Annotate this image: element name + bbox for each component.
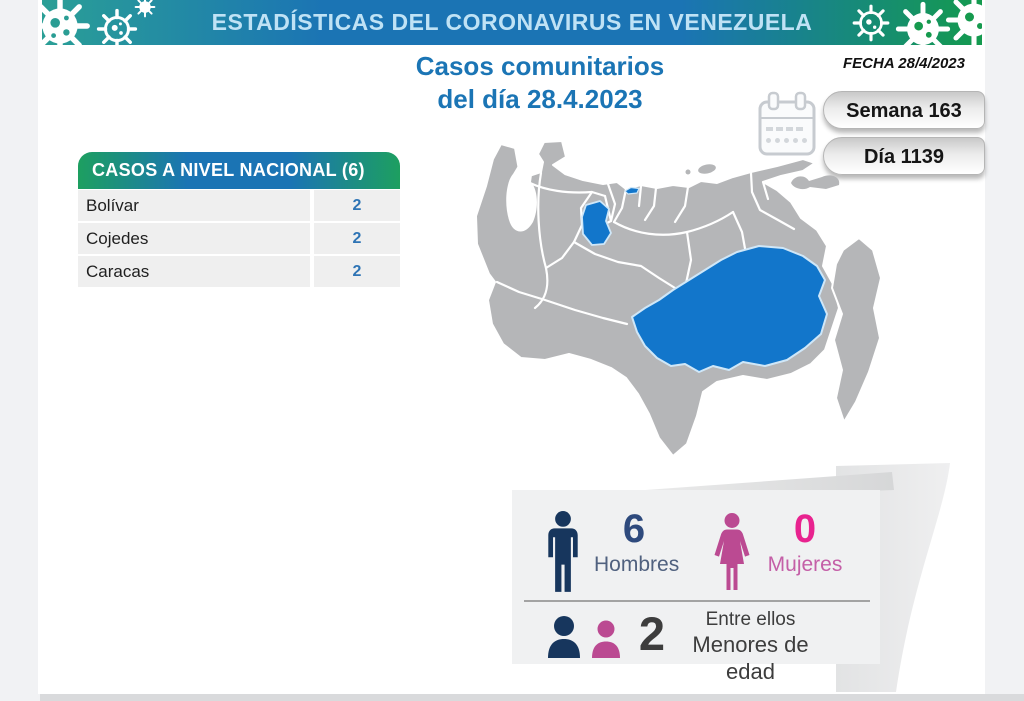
state-value: 2 (314, 190, 400, 221)
minors-icons (548, 616, 620, 658)
virus-icon (895, 1, 951, 45)
state-name: Bolívar (78, 190, 310, 221)
lake-maracaibo (506, 164, 537, 232)
minors-line2: Menores de edad (692, 632, 809, 684)
top-banner: ESTADÍSTICAS DEL CORONAVIRUS EN VENEZUEL… (42, 0, 982, 45)
man-icon (548, 511, 578, 592)
semana-badge: Semana 163 (823, 91, 985, 129)
panel-backdrop (512, 463, 950, 692)
map-mainland (475, 140, 840, 457)
minors-line1: Entre ellos (705, 609, 796, 630)
bottom-edge-strip (40, 694, 1024, 701)
map-esequibo (831, 237, 882, 423)
island (685, 169, 691, 175)
cases-table-header: CASOS A NIVEL NACIONAL (6) (78, 152, 400, 189)
cases-table-rows: Bolívar 2 Cojedes 2 Caracas 2 (78, 190, 400, 287)
mujeres-value: 0 (793, 507, 817, 551)
virus-icon (945, 0, 982, 45)
page-title-line1: Casos comunitarios (415, 51, 665, 81)
content-area: ESTADÍSTICAS DEL CORONAVIRUS EN VENEZUEL… (38, 0, 985, 694)
woman-icon (714, 513, 750, 590)
map-state-caracas (624, 186, 640, 195)
banner-title: ESTADÍSTICAS DEL CORONAVIRUS EN VENEZUEL… (211, 9, 813, 35)
island (698, 164, 716, 174)
state-name: Caracas (78, 256, 310, 287)
dia-badge: Día 1139 (823, 137, 985, 175)
venezuela-map (475, 140, 882, 457)
virus-icon (96, 8, 138, 45)
table-row: Caracas 2 (78, 256, 400, 287)
state-name: Cojedes (78, 223, 310, 254)
panel-surface (512, 490, 880, 664)
mujeres-label: Mujeres (767, 553, 843, 576)
virus-icon (42, 0, 90, 45)
table-row: Cojedes 2 (78, 223, 400, 254)
mujeres-stat: 0 Mujeres (760, 506, 850, 578)
island (543, 147, 553, 155)
panel-divider (524, 600, 870, 602)
fecha-label: FECHA 28/4/2023 (842, 55, 965, 72)
island-margarita (791, 175, 840, 190)
minors-text: Entre ellos Menores de edad (668, 608, 833, 685)
state-value: 2 (314, 256, 400, 287)
state-value: 2 (314, 223, 400, 254)
demographics-panel: 6 Hombres 0 Mujeres (498, 460, 960, 700)
hombres-label: Hombres (594, 553, 680, 576)
hombres-stat: 6 Hombres (594, 506, 680, 578)
map-state-bolivar (631, 245, 828, 373)
page-title: Casos comunitarios del día 28.4.2023 (380, 50, 700, 116)
virus-icon (852, 4, 890, 42)
map-state-cojedes (581, 200, 612, 246)
hombres-value: 6 (622, 507, 646, 551)
page-title-line2: del día 28.4.2023 (437, 84, 643, 114)
virus-icon (134, 0, 156, 18)
table-row: Bolívar 2 (78, 190, 400, 221)
minors-value: 2 (638, 607, 666, 660)
calendar-icon (758, 91, 816, 156)
cases-table: CASOS A NIVEL NACIONAL (6) Bolívar 2 Coj… (78, 152, 400, 289)
